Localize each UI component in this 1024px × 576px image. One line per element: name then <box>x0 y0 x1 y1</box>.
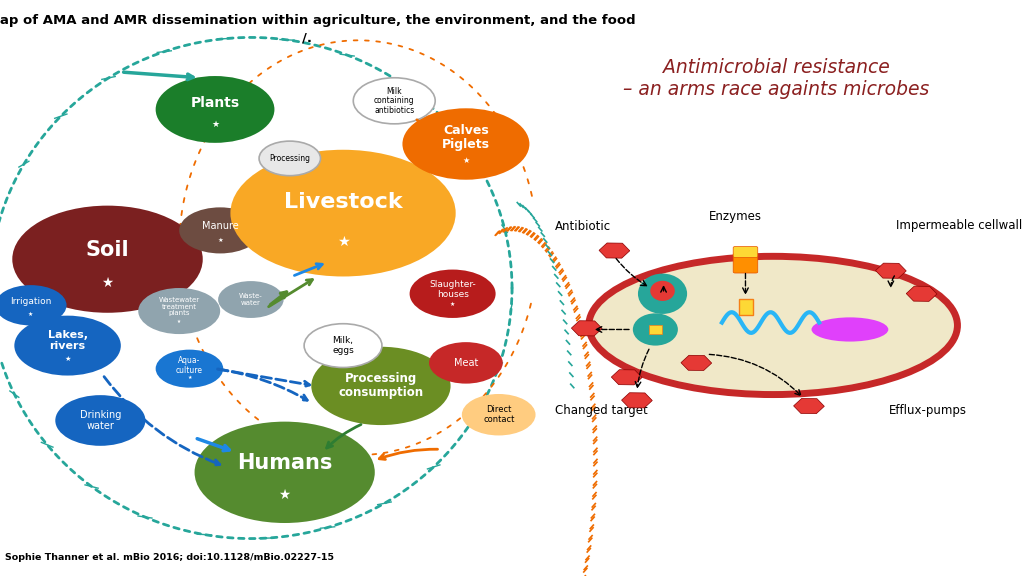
Text: ★: ★ <box>65 356 71 362</box>
Ellipse shape <box>218 281 284 318</box>
Ellipse shape <box>650 281 675 301</box>
Text: ★: ★ <box>462 156 470 165</box>
Text: Manure: Manure <box>202 221 239 231</box>
Ellipse shape <box>179 207 261 253</box>
Text: ★: ★ <box>187 375 191 380</box>
Text: Direct
contact: Direct contact <box>483 406 514 424</box>
Ellipse shape <box>138 288 220 334</box>
Text: Soil: Soil <box>86 240 129 260</box>
Ellipse shape <box>195 422 375 523</box>
Ellipse shape <box>230 150 456 276</box>
Text: ★: ★ <box>450 302 456 307</box>
Text: Calves
Piglets: Calves Piglets <box>442 124 489 151</box>
Ellipse shape <box>311 347 451 425</box>
Text: Milk
containing
antibiotics: Milk containing antibiotics <box>374 86 415 115</box>
Text: Waste-
water: Waste- water <box>239 293 263 306</box>
Text: Sophie Thanner et al. mBio 2016; doi:10.1128/mBio.02227-15: Sophie Thanner et al. mBio 2016; doi:10.… <box>5 552 334 562</box>
Ellipse shape <box>156 76 274 143</box>
Text: Efflux-pumps: Efflux-pumps <box>889 404 967 418</box>
Ellipse shape <box>12 206 203 313</box>
Text: Lakes,
rivers: Lakes, rivers <box>47 330 88 351</box>
Text: Milk,
eggs: Milk, eggs <box>332 336 354 355</box>
Text: Processing: Processing <box>269 154 310 163</box>
FancyBboxPatch shape <box>649 325 662 334</box>
Ellipse shape <box>429 342 503 384</box>
Text: ★: ★ <box>211 120 219 129</box>
Ellipse shape <box>14 316 121 376</box>
Text: ★: ★ <box>28 312 34 317</box>
Ellipse shape <box>402 108 529 180</box>
Text: Antibiotic: Antibiotic <box>555 220 611 233</box>
Ellipse shape <box>462 394 536 435</box>
Text: Enzymes: Enzymes <box>709 210 762 223</box>
Text: Aqua-
culture: Aqua- culture <box>176 356 203 374</box>
FancyBboxPatch shape <box>733 253 758 273</box>
Text: Irrigation: Irrigation <box>10 297 51 306</box>
Ellipse shape <box>353 78 435 124</box>
Text: ★: ★ <box>177 319 181 324</box>
Text: Pathway map of AMA and AMR dissemination within agriculture, the environment, an: Pathway map of AMA and AMR dissemination… <box>0 14 635 28</box>
Text: Antimicrobial resistance
– an arms race againts microbes: Antimicrobial resistance – an arms race … <box>623 58 930 98</box>
Text: Slaughter-
houses: Slaughter- houses <box>429 280 476 299</box>
Text: ★: ★ <box>101 276 114 290</box>
Ellipse shape <box>410 270 496 318</box>
Text: Livestock: Livestock <box>284 192 402 212</box>
Text: Impermeable cellwall: Impermeable cellwall <box>896 218 1022 232</box>
Ellipse shape <box>0 285 67 325</box>
Text: Humans: Humans <box>237 453 333 473</box>
Ellipse shape <box>811 317 888 342</box>
Text: Plants: Plants <box>190 96 240 111</box>
Text: Meat: Meat <box>454 358 478 368</box>
Text: ★: ★ <box>279 488 291 502</box>
Ellipse shape <box>638 274 687 314</box>
Text: Drinking
water: Drinking water <box>80 410 121 431</box>
Ellipse shape <box>259 141 321 176</box>
Ellipse shape <box>156 350 223 388</box>
Text: /.: /. <box>302 32 312 45</box>
Ellipse shape <box>633 313 678 346</box>
Ellipse shape <box>304 324 382 367</box>
Text: Wastewater
treatment
plants: Wastewater treatment plants <box>159 297 200 316</box>
Ellipse shape <box>589 256 957 395</box>
Ellipse shape <box>55 395 145 446</box>
FancyBboxPatch shape <box>733 247 758 257</box>
Text: Processing
consumption: Processing consumption <box>338 373 424 399</box>
Text: ★: ★ <box>337 234 349 249</box>
Text: Changed target: Changed target <box>555 404 648 418</box>
FancyBboxPatch shape <box>739 299 753 315</box>
Text: ★: ★ <box>217 238 223 243</box>
